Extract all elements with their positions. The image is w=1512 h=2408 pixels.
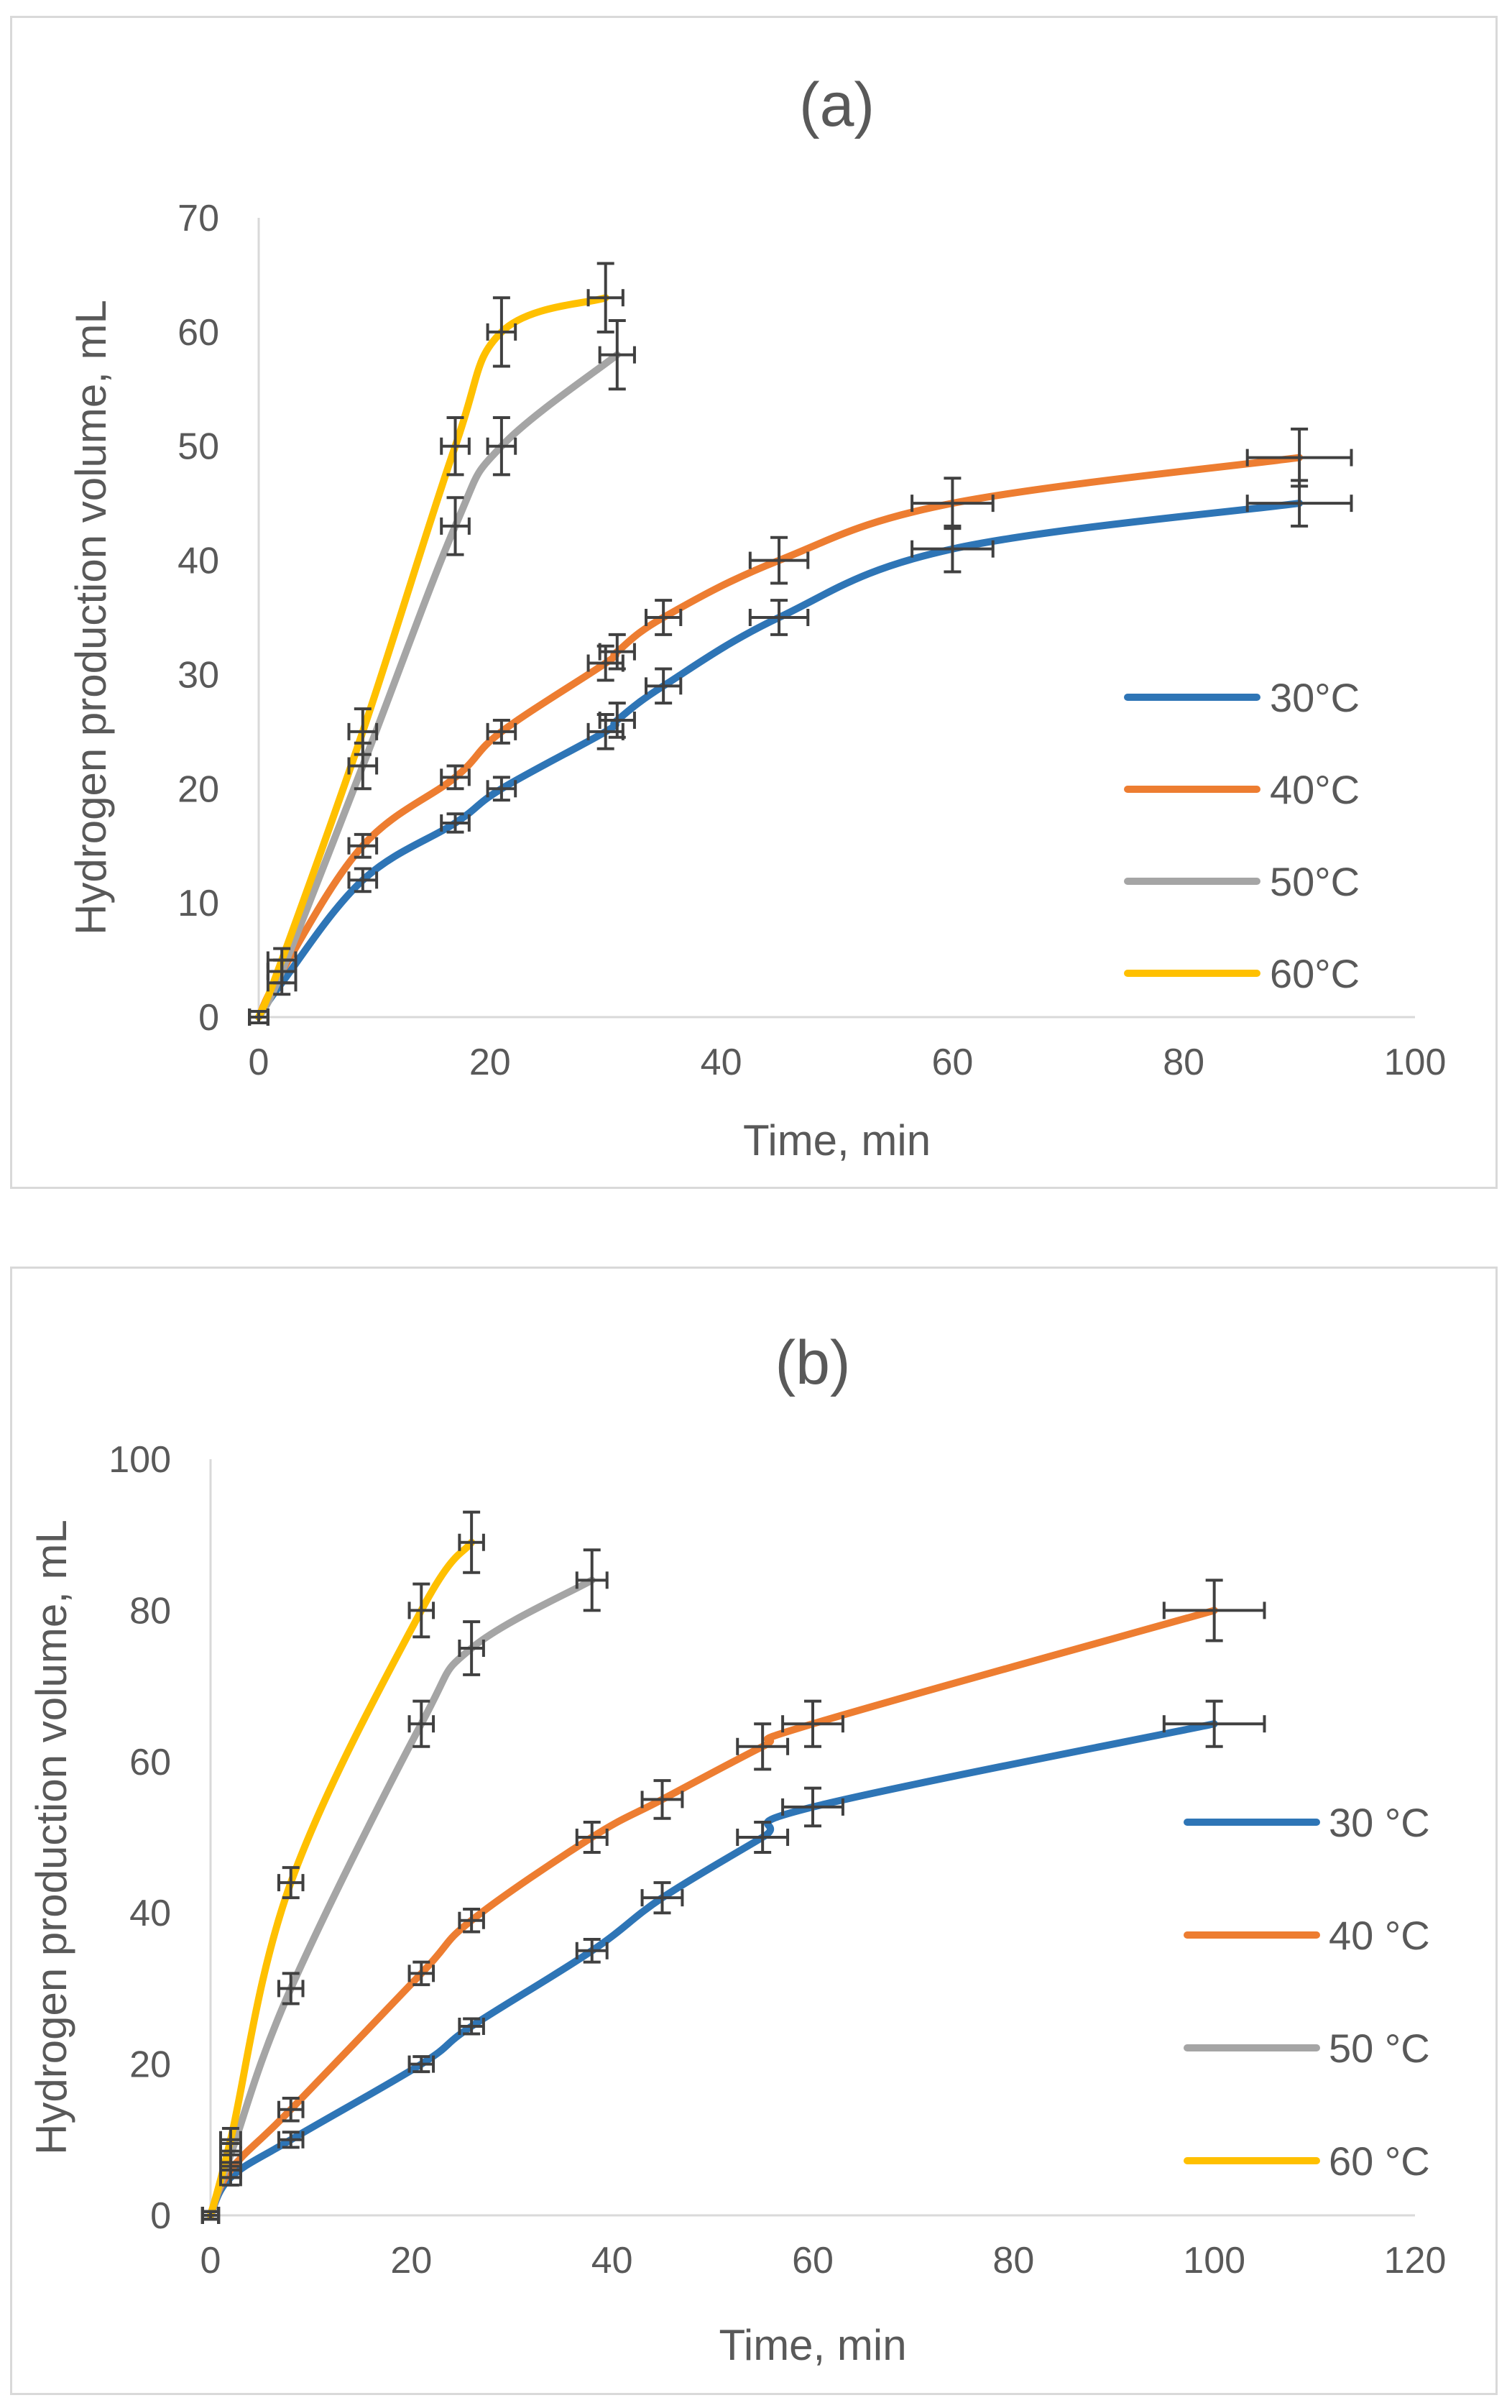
error-bar [458, 2017, 485, 2036]
chart-title: (a) [799, 70, 875, 139]
series-line-1 [207, 1607, 1218, 2219]
error-bar [911, 477, 995, 530]
error-bar [277, 2131, 305, 2149]
error-bar [486, 718, 517, 745]
error-bar [486, 776, 517, 802]
x-tick-label: 60 [931, 1042, 973, 1083]
error-bar [458, 1620, 485, 1676]
error-bar [277, 1866, 305, 1900]
x-tick-label: 40 [591, 2240, 633, 2281]
error-bar [277, 1972, 305, 2005]
error-bar [440, 764, 471, 791]
series-line-0 [207, 1720, 1218, 2219]
x-tick-label: 60 [792, 2240, 834, 2281]
error-bar [748, 536, 810, 585]
y-axis-label: Hydrogen production volume, mL [27, 1520, 75, 2155]
y-tick-label: 100 [109, 1439, 171, 1481]
error-bar [486, 416, 517, 477]
error-bar [575, 1548, 609, 1612]
chart-title: (b) [775, 1328, 850, 1397]
error-bar [598, 633, 636, 671]
error-bar [598, 318, 636, 391]
error-bar [407, 1960, 435, 1987]
error-bar [458, 1510, 485, 1574]
error-bar [440, 496, 471, 556]
error-bar [407, 1582, 435, 1639]
chart-a: (a) 0 20 40 60 80 100 0 10 20 30 40 50 60 70 Time, min H… [67, 70, 1447, 1164]
series-line-2 [207, 1576, 596, 2219]
y-tick-label: 60 [178, 312, 219, 354]
legend-entry: 40 °C [1329, 1913, 1430, 1958]
y-tick-label: 70 [178, 198, 219, 239]
y-tick-label: 0 [150, 2195, 171, 2237]
legend-entry: 30°C [1270, 675, 1360, 720]
y-tick-label: 10 [178, 883, 219, 924]
x-axis-label: Time, min [719, 2321, 906, 2369]
y-tick-label: 60 [129, 1742, 171, 1783]
chart-b: (b) 0 20 40 60 80 100 120 0 20 40 60 80 100 Time, min H… [27, 1328, 1447, 2369]
error-bar [586, 262, 624, 334]
legend-entry: 50°C [1270, 859, 1360, 904]
error-bar [1245, 479, 1353, 528]
error-bar [640, 1881, 684, 1915]
error-bar [407, 2055, 435, 2074]
error-bar [347, 832, 379, 859]
x-tick-label: 40 [701, 1042, 742, 1083]
error-bar [575, 1820, 609, 1855]
x-tick-label: 100 [1183, 2240, 1245, 2281]
error-bar [1162, 1699, 1266, 1748]
error-bar [1162, 1578, 1266, 1642]
x-tick-label: 0 [200, 2240, 221, 2281]
error-bar [1245, 427, 1353, 488]
error-bar [598, 702, 636, 739]
error-bar [911, 524, 995, 574]
x-tick-label: 120 [1384, 2240, 1447, 2281]
y-tick-label: 50 [178, 426, 219, 468]
legend-entry: 30 °C [1329, 1800, 1430, 1845]
legend-entry: 50 °C [1329, 2026, 1430, 2071]
legend-entry: 60 °C [1329, 2138, 1430, 2184]
error-bar [575, 1938, 609, 1964]
error-bar [277, 2096, 305, 2123]
error-bar [458, 1907, 485, 1934]
y-tick-label: 40 [129, 1893, 171, 1934]
x-axis-label: Time, min [743, 1116, 931, 1164]
error-bar [781, 1699, 844, 1748]
error-bar [266, 947, 298, 973]
series-line-2 [255, 351, 621, 1021]
error-bar [736, 1820, 790, 1855]
y-tick-label: 40 [178, 541, 219, 582]
error-bar [781, 1786, 844, 1828]
error-bar [440, 812, 471, 834]
legend-entry: 60°C [1270, 951, 1360, 996]
error-bar [645, 599, 683, 636]
x-tick-label: 0 [249, 1042, 269, 1083]
error-bar [200, 2207, 221, 2224]
error-bar [486, 296, 517, 368]
x-tick-label: 80 [992, 2240, 1034, 2281]
error-bar [347, 867, 379, 893]
error-bar [645, 667, 683, 705]
legend-entry: 40°C [1270, 767, 1360, 812]
error-bar [218, 2127, 242, 2153]
y-tick-label: 0 [198, 997, 219, 1039]
x-tick-label: 20 [390, 2240, 432, 2281]
error-bar [736, 1722, 790, 1771]
x-tick-label: 100 [1384, 1042, 1447, 1083]
y-tick-label: 30 [178, 654, 219, 696]
y-tick-label: 20 [178, 768, 219, 810]
error-bar [248, 1008, 269, 1026]
y-axis-label: Hydrogen production volume, mL [67, 300, 115, 935]
y-tick-label: 80 [129, 1590, 171, 1632]
x-tick-label: 80 [1163, 1042, 1204, 1083]
error-bar [748, 599, 810, 636]
error-bar [407, 1699, 435, 1748]
error-bar [640, 1779, 684, 1820]
x-tick-label: 20 [469, 1042, 511, 1083]
chart-panel-a: (a) 0 20 40 60 80 100 0 10 20 30 40 50 60 70 Time, min H… [10, 16, 1498, 1189]
error-bar [347, 707, 379, 756]
error-bar [440, 416, 471, 477]
y-tick-label: 20 [129, 2044, 171, 2086]
chart-panel-b: (b) 0 20 40 60 80 100 120 0 20 40 60 80 100 Time, min H… [10, 1267, 1498, 2395]
